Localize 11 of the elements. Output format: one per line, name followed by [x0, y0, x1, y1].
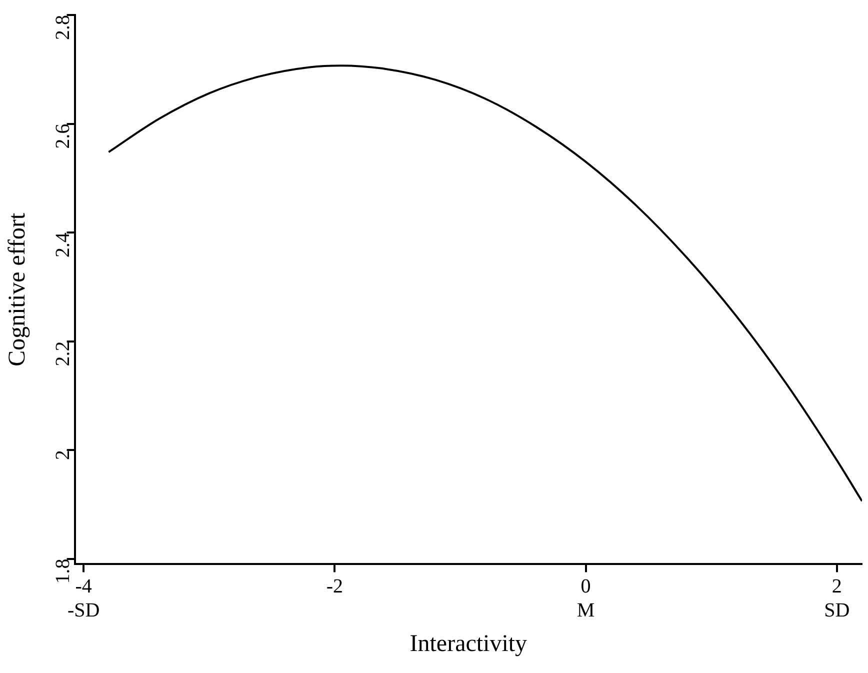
x-tick-label: 0 M: [576, 575, 595, 622]
x-tick-label: -2: [326, 575, 344, 598]
y-tick-label: 2.8: [52, 15, 74, 40]
y-tick-label: 1.8: [52, 558, 74, 584]
x-axis-title: Interactivity: [410, 630, 528, 657]
x-tick-label: 2 SD: [824, 575, 850, 622]
y-tick-label: 2: [52, 450, 74, 460]
y-tick-label: 2.6: [52, 124, 74, 149]
y-tick-label: 2.4: [52, 232, 74, 258]
y-axis-title: Cognitive effort: [4, 212, 31, 366]
y-tick-label: 2.2: [52, 341, 74, 366]
